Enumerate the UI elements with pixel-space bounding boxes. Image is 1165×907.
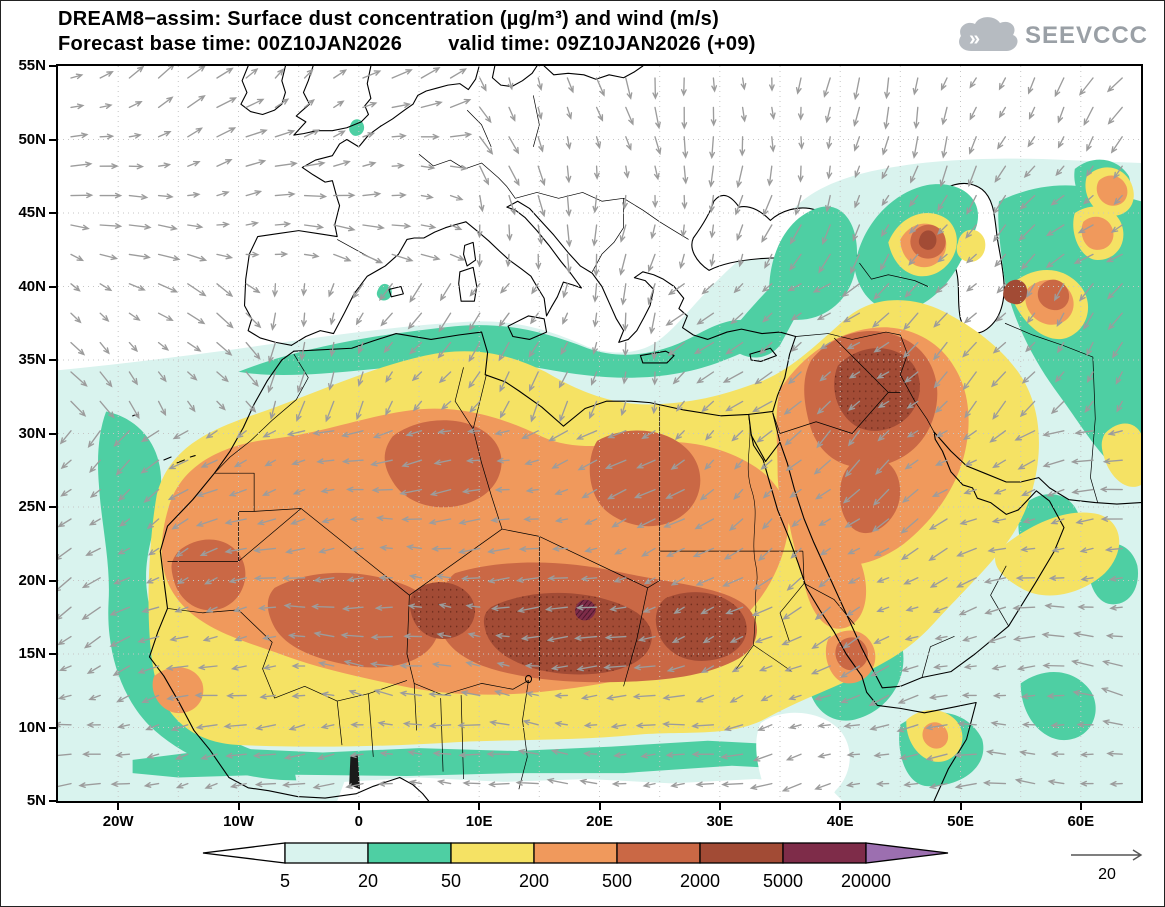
colorbar-level-label: 50 — [441, 871, 461, 891]
chart-title: DREAM8−assim: Surface dust concentration… — [58, 8, 720, 30]
colorbar-level-label: 500 — [602, 871, 632, 891]
forecast-time-line: Forecast base time: 00Z10JAN2026 valid ti… — [58, 33, 756, 56]
colorbar-level-label: 5000 — [763, 871, 803, 891]
lon-tick-label: 20E — [586, 813, 613, 830]
lon-tick — [357, 801, 360, 810]
lat-tick-label: 5N — [26, 792, 46, 809]
lat-tick — [49, 653, 58, 655]
lon-tick-label: 10E — [465, 813, 493, 830]
lon-tick-label: 0 — [354, 813, 363, 830]
logo-text: SEEVCCC — [1024, 22, 1148, 49]
lat-tick-label: 25N — [18, 498, 46, 515]
lon-tick — [478, 801, 481, 810]
lat-tick — [49, 359, 58, 361]
lat-tick-label: 55N — [18, 57, 46, 74]
wind-reference-value: 20 — [1098, 866, 1116, 883]
colorbar-level-label: 200 — [519, 871, 549, 891]
lat-tick — [49, 65, 58, 67]
lon-tick — [718, 801, 721, 810]
wind-reference-arrow: 20 — [1071, 849, 1143, 883]
lat-tick-label: 40N — [18, 277, 46, 295]
lon-tick-label: 60E — [1067, 813, 1095, 830]
lon-tick-label: 30E — [706, 813, 734, 830]
coastlines — [133, 66, 1141, 801]
lon-tick-label: 40E — [826, 813, 854, 830]
colorbar-level-label: 20000 — [841, 871, 891, 891]
lon-tick — [237, 801, 240, 810]
colorbar-level-label: 20 — [358, 871, 378, 891]
lat-tick-label: 50N — [18, 130, 46, 148]
lat-tick — [49, 212, 58, 214]
lon-tick — [117, 801, 120, 810]
map: 55N 50N 45N 40N 35N 30N 25N 20N 15N 10N 5N 20W 10W 0 1… — [18, 58, 1143, 830]
colorbar-segment — [367, 842, 452, 864]
lon-tick-label: 50E — [947, 813, 974, 830]
lat-tick-label: 15N — [18, 645, 46, 662]
lat-tick-label: 30N — [18, 424, 46, 442]
lat-tick — [49, 432, 58, 435]
svg-text:»: » — [969, 28, 980, 50]
colorbar-segment-below-min — [202, 842, 286, 864]
country-borders — [168, 95, 1098, 789]
wind-and-grid-layer — [58, 66, 1141, 801]
colorbar-level-label: 5 — [280, 871, 290, 891]
colorbar-segment — [699, 842, 784, 864]
lat-tick — [49, 579, 58, 582]
lat-tick-label: 10N — [18, 718, 46, 736]
dust-level-5000 — [575, 599, 596, 621]
colorbar-legend: 5 20 50 200 500 2000 5000 20000 — [201, 841, 951, 903]
lon-tick — [839, 801, 842, 810]
colorbar-segment — [450, 842, 535, 864]
lat-tick — [49, 506, 58, 508]
lat-tick-label: 35N — [18, 351, 46, 368]
lat-tick-label: 45N — [18, 204, 46, 221]
lon-tick-label: 10W — [223, 813, 254, 830]
lat-tick — [49, 138, 58, 141]
lat-tick — [49, 726, 58, 729]
lat-tick-label: 20N — [18, 571, 46, 589]
seevccc-logo: » SEEVCCC — [955, 15, 1148, 57]
wind-reference: 20 — [1021, 841, 1161, 897]
colorbar-segment — [284, 842, 369, 864]
colorbar-level-label: 2000 — [680, 871, 720, 891]
colorbar-segment — [782, 842, 867, 864]
colorbar-segment — [533, 842, 618, 864]
colorbar-svg: 5 20 50 200 500 2000 5000 20000 — [202, 842, 949, 891]
lat-tick — [49, 800, 58, 802]
lon-tick-label: 20W — [102, 813, 134, 830]
valid-time: valid time: 09Z10JAN2026 (+09) — [448, 33, 756, 55]
lon-tick — [598, 801, 601, 810]
lon-tick — [959, 801, 962, 810]
dust-level-2000-stipple — [409, 348, 920, 675]
graticule — [58, 66, 1141, 801]
lon-tick — [1079, 801, 1082, 810]
cloud-icon: » — [959, 17, 1018, 51]
forecast-base-time: Forecast base time: 00Z10JAN2026 — [58, 33, 403, 55]
dust-field-layer — [58, 66, 1141, 801]
colorbar-segment — [616, 842, 701, 864]
colorbar-segment-above-max — [865, 842, 949, 864]
lat-tick — [49, 285, 58, 288]
wind-arrows — [58, 66, 1123, 792]
